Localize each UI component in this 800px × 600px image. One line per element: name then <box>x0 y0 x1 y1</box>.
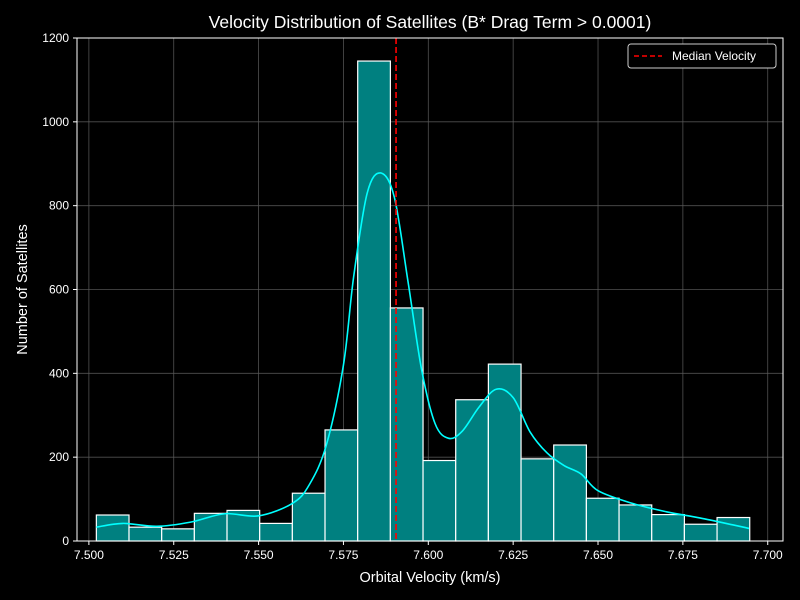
legend: Median Velocity <box>627 43 777 69</box>
kde-curve <box>96 172 750 530</box>
y-tick-label-3: 600 <box>49 283 69 297</box>
histogram-bar-8 <box>357 60 391 542</box>
y-tick-label-6: 1200 <box>42 31 69 45</box>
x-axis-label: Orbital Velocity (km/s) <box>360 570 501 586</box>
histogram-bar-13 <box>520 458 555 542</box>
histogram-bar-0 <box>95 514 130 542</box>
histogram-bar-11 <box>455 399 489 542</box>
chart-title: Velocity Distribution of Satellites (B* … <box>209 12 652 32</box>
histogram-bar-15 <box>585 497 620 542</box>
y-tick-label-4: 800 <box>49 199 69 213</box>
y-tick-label-5: 1000 <box>42 115 69 129</box>
x-tick-label-7: 7.675 <box>668 548 698 562</box>
histogram-bar-10 <box>422 459 457 542</box>
x-tick-label-3: 7.575 <box>328 548 358 562</box>
legend-box <box>627 43 777 69</box>
y-tick-label-1: 200 <box>49 450 69 464</box>
histogram-bar-19 <box>716 516 751 542</box>
x-axis-ticks: 7.500 7.525 7.550 7.575 7.600 7.625 7.650 7.675… <box>74 541 783 562</box>
y-axis-ticks: 0 200 400 600 800 1000 1200 <box>42 31 77 548</box>
x-tick-label-5: 7.625 <box>498 548 528 562</box>
y-tick-label-0: 0 <box>62 534 69 548</box>
histogram-bar-7 <box>324 429 359 542</box>
x-tick-label-6: 7.650 <box>583 548 613 562</box>
histogram-bar-12 <box>487 363 522 542</box>
histogram-bar-5 <box>259 522 293 542</box>
histogram-bar-16 <box>618 504 653 542</box>
x-tick-label-1: 7.525 <box>159 548 189 562</box>
legend-label-median: Median Velocity <box>672 49 756 63</box>
x-tick-label-2: 7.550 <box>244 548 274 562</box>
x-tick-label-8: 7.700 <box>753 548 783 562</box>
x-tick-label-0: 7.500 <box>74 548 104 562</box>
histogram-bar-17 <box>651 513 685 542</box>
x-tick-label-4: 7.600 <box>413 548 443 562</box>
histogram-bar-14 <box>553 444 587 542</box>
y-tick-label-2: 400 <box>49 366 69 380</box>
histogram-bar-18 <box>683 523 718 542</box>
histogram-bar-2 <box>161 528 195 542</box>
histogram-bar-1 <box>128 526 163 542</box>
y-axis-label: Number of Satellites <box>15 224 31 355</box>
